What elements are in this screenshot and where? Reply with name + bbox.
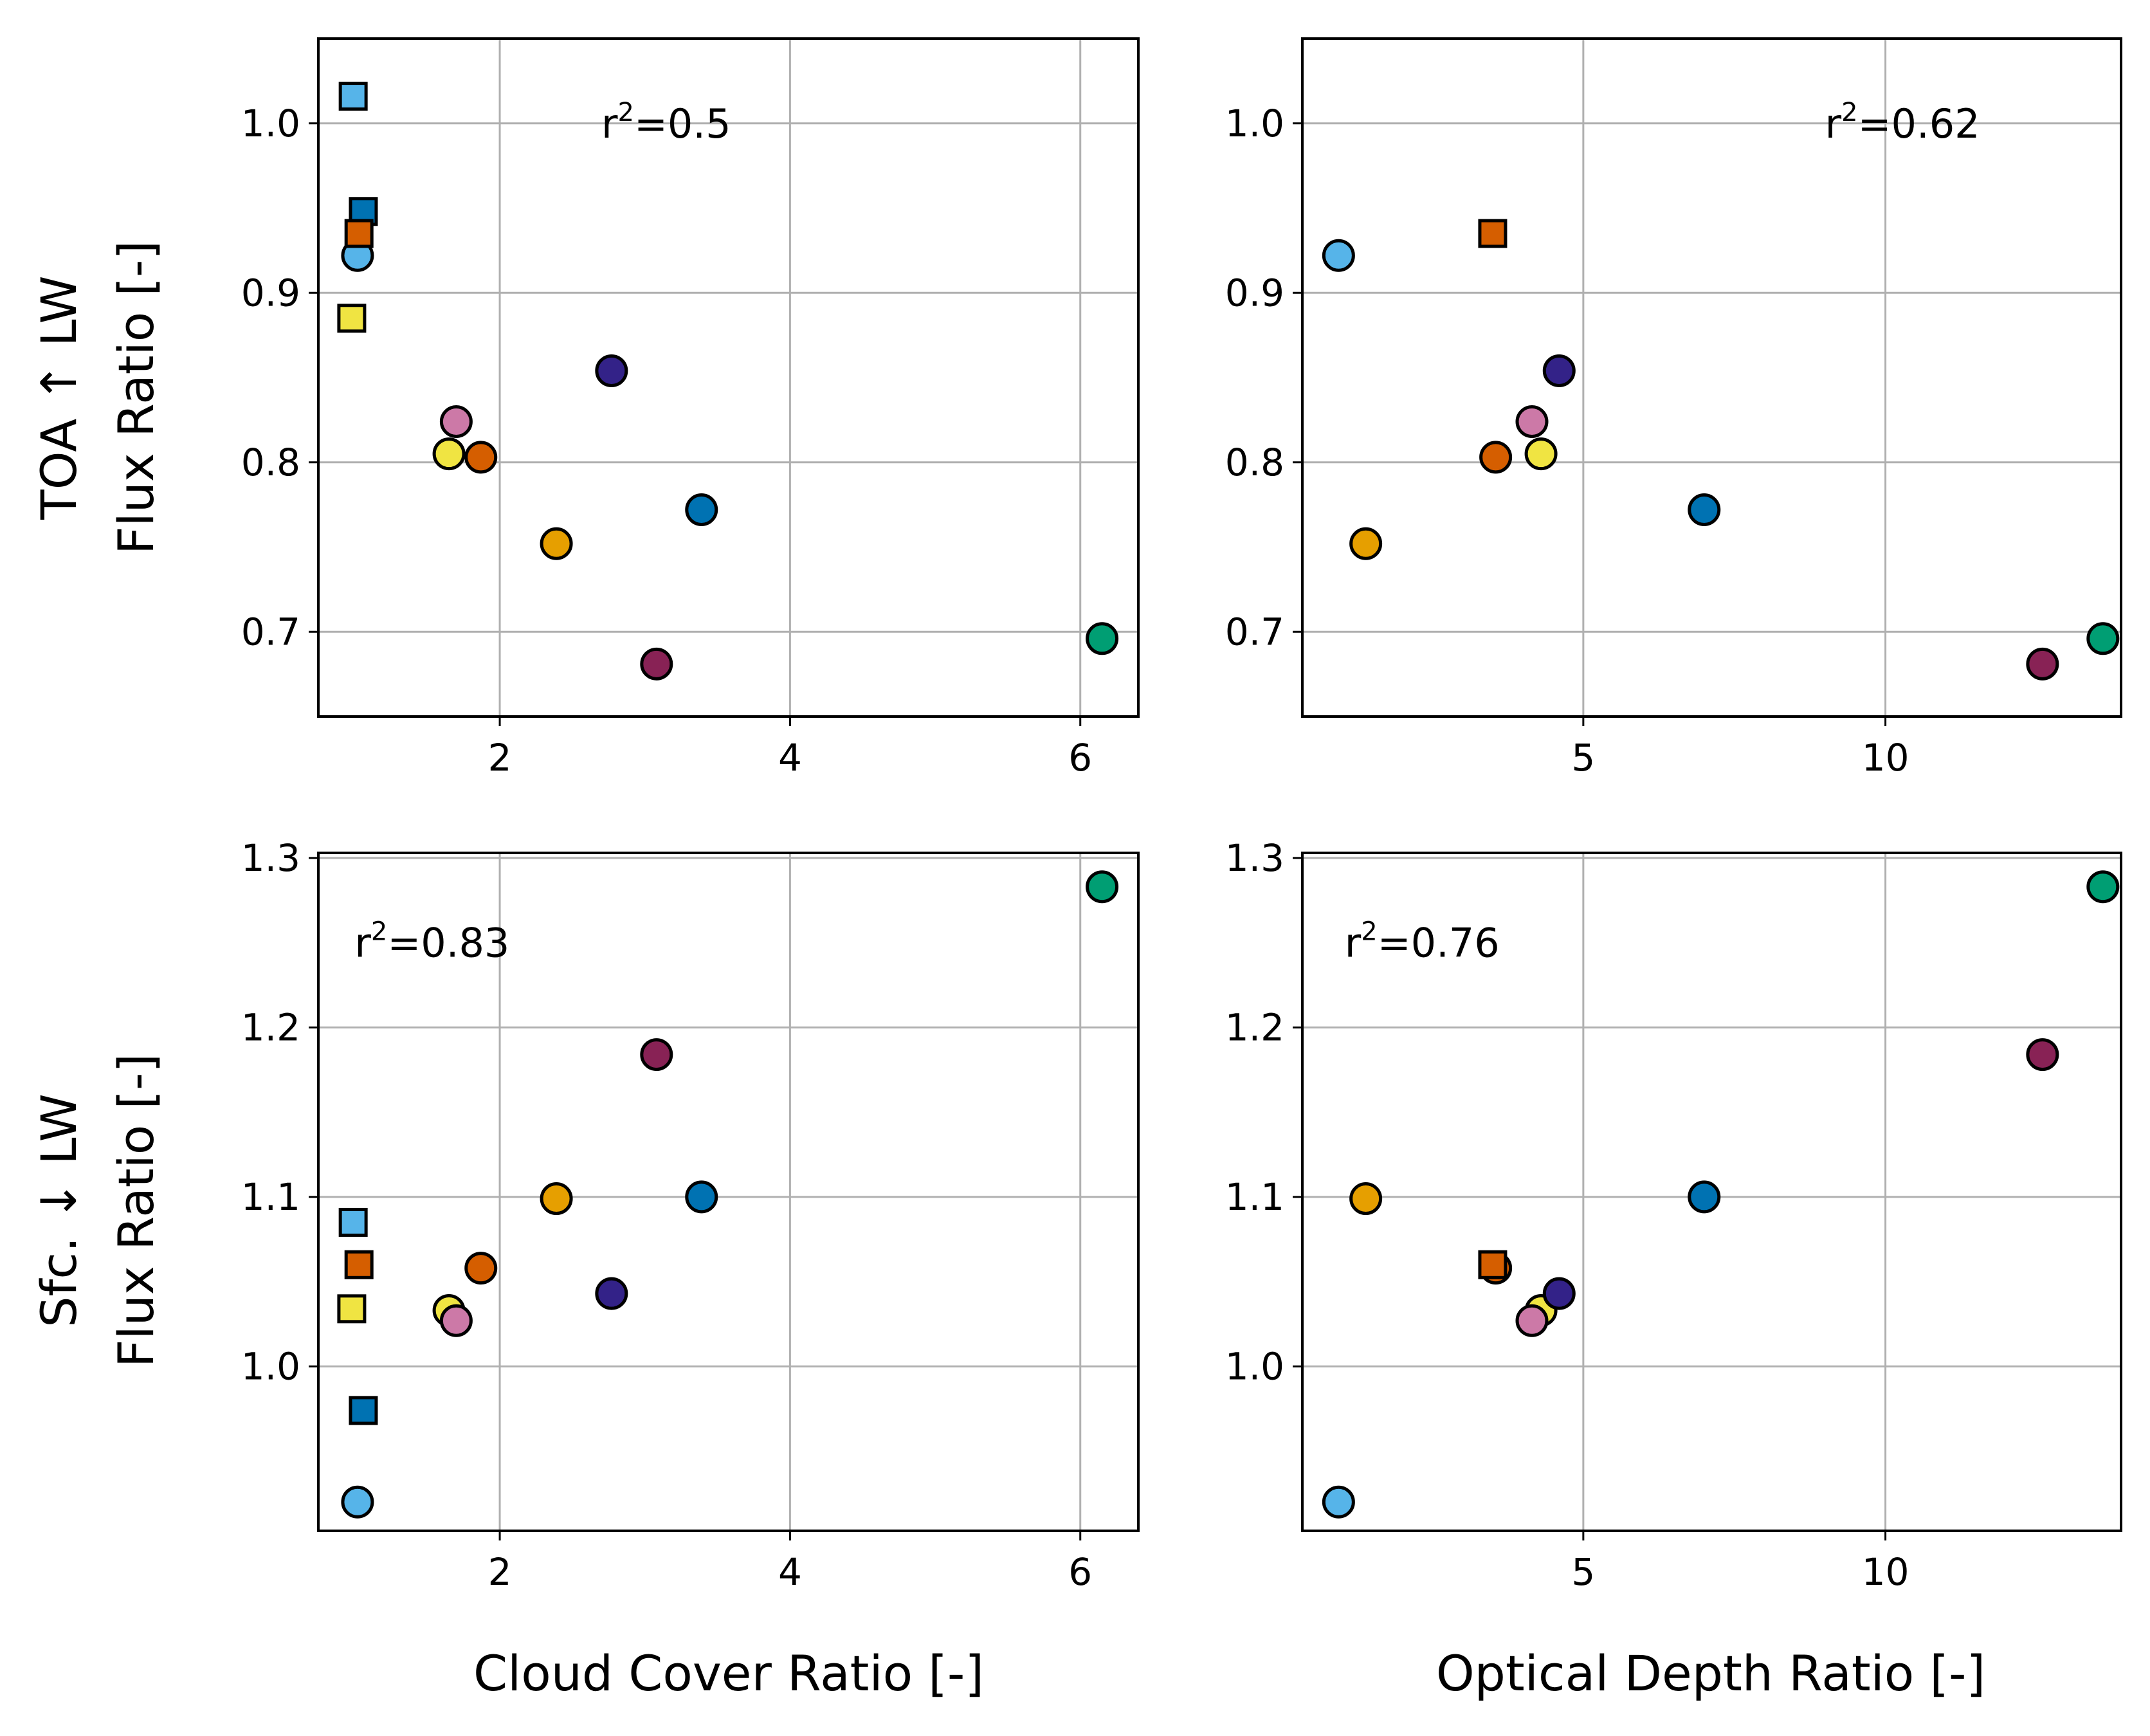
toa-cloud-cover-ytick-label-3: 1.0 bbox=[241, 102, 300, 145]
toa-cloud-cover-point-circle-5 bbox=[595, 354, 628, 387]
sfc-cloud-cover-point-square-11 bbox=[349, 1396, 378, 1425]
sfc-cloud-cover-point-square-5 bbox=[344, 1250, 374, 1279]
sfc-optical-depth-point-circle-1 bbox=[2026, 1038, 2059, 1072]
toa-optical-depth-point-circle-2 bbox=[1542, 354, 1576, 387]
toa-cloud-cover-point-circle-9 bbox=[685, 493, 718, 527]
sfc-cloud-cover-ytick-label-0: 1.0 bbox=[241, 1344, 300, 1388]
panel-toa-optical-depth: 5 10 0.7 0.8 0.9 1.0 r2=0.62 bbox=[1225, 37, 2122, 780]
sfc-cloud-cover-point-circle-10 bbox=[439, 1304, 473, 1337]
toa-cloud-cover-point-square-4 bbox=[337, 304, 367, 333]
sfc-optical-depth-ytick-label-3: 1.3 bbox=[1225, 836, 1284, 880]
toa-cloud-cover-ytick-label-0: 0.7 bbox=[241, 610, 300, 653]
toa-optical-depth-ytick-label-1: 0.8 bbox=[1225, 441, 1284, 484]
sfc-cloud-cover-ytick-label-3: 1.3 bbox=[241, 836, 300, 880]
sfc-optical-depth-point-circle-7 bbox=[1542, 1277, 1576, 1310]
toa-cloud-cover-point-circle-12 bbox=[1086, 622, 1119, 655]
toa-optical-depth-r2-annotation: r2=0.62 bbox=[1825, 98, 1980, 147]
panel-sfc-optical-depth: 5 10 1.0 1.1 1.2 1.3 r2=0.76 bbox=[1225, 836, 2122, 1594]
sfc-optical-depth-point-square-5 bbox=[1478, 1250, 1508, 1279]
sfc-cloud-cover-ytick-label-1: 1.1 bbox=[241, 1175, 300, 1219]
sfc-optical-depth-frame bbox=[1301, 852, 2122, 1532]
sfc-cloud-cover-xtick-label-1: 4 bbox=[778, 1550, 802, 1594]
sfc-cloud-cover-point-square-4 bbox=[338, 1207, 368, 1237]
toa-cloud-cover-ytick-label-1: 0.8 bbox=[241, 441, 300, 484]
row-1-ylabel-line2: Flux Ratio [-] bbox=[107, 241, 165, 554]
sfc-optical-depth-ytick-label-2: 1.2 bbox=[1225, 1005, 1284, 1049]
toa-optical-depth-ytick-label-2: 0.9 bbox=[1225, 271, 1284, 315]
sfc-cloud-cover-point-circle-6 bbox=[464, 1252, 498, 1285]
toa-optical-depth-frame bbox=[1301, 37, 2122, 718]
row-2-ylabel-line1: Sfc. ↓ LW bbox=[30, 1093, 87, 1327]
toa-optical-depth-point-circle-7 bbox=[1349, 527, 1383, 560]
toa-cloud-cover-point-square-0 bbox=[338, 82, 368, 111]
toa-optical-depth-point-circle-9 bbox=[2086, 622, 2120, 655]
toa-optical-depth-points bbox=[1322, 219, 2120, 681]
sfc-cloud-cover-point-circle-7 bbox=[595, 1277, 628, 1310]
toa-cloud-cover-point-circle-10 bbox=[540, 527, 573, 560]
sfc-cloud-cover-point-circle-12 bbox=[341, 1485, 374, 1519]
sfc-cloud-cover-point-square-9 bbox=[337, 1294, 367, 1324]
toa-optical-depth-point-circle-4 bbox=[1479, 441, 1513, 474]
sfc-optical-depth-points bbox=[1322, 870, 2120, 1519]
toa-cloud-cover-xtick-label-1: 4 bbox=[778, 736, 802, 780]
sfc-cloud-cover-point-circle-0 bbox=[1086, 870, 1119, 904]
sfc-optical-depth-xtick-label-0: 5 bbox=[1571, 1550, 1595, 1594]
toa-optical-depth-xtick-label-0: 5 bbox=[1571, 736, 1595, 780]
toa-optical-depth-point-circle-8 bbox=[2026, 647, 2059, 681]
sfc-optical-depth-point-circle-0 bbox=[2086, 870, 2120, 904]
row-2-ylabel-line2: Flux Ratio [-] bbox=[107, 1054, 165, 1367]
toa-optical-depth-point-circle-0 bbox=[1322, 239, 1355, 272]
toa-cloud-cover-ytick-label-2: 0.9 bbox=[241, 271, 300, 315]
toa-cloud-cover-point-circle-11 bbox=[640, 647, 673, 681]
sfc-cloud-cover-r2-annotation: r2=0.83 bbox=[354, 917, 509, 967]
toa-cloud-cover-points bbox=[337, 82, 1119, 681]
toa-optical-depth-point-circle-5 bbox=[1524, 437, 1558, 471]
toa-cloud-cover-point-square-3 bbox=[344, 219, 374, 248]
toa-cloud-cover-frame bbox=[317, 37, 1140, 718]
sfc-optical-depth-point-circle-3 bbox=[1688, 1180, 1721, 1214]
panel-toa-cloud-cover: 2 4 6 0.7 0.8 0.9 1.0 r2=0.5 bbox=[241, 37, 1140, 780]
toa-cloud-cover-point-circle-6 bbox=[439, 405, 473, 439]
sfc-cloud-cover-point-circle-3 bbox=[685, 1180, 718, 1214]
toa-optical-depth-ytick-label-0: 0.7 bbox=[1225, 610, 1284, 653]
sfc-cloud-cover-points bbox=[337, 870, 1119, 1519]
toa-cloud-cover-point-circle-8 bbox=[464, 441, 498, 474]
toa-cloud-cover-r2-annotation: r2=0.5 bbox=[601, 98, 731, 147]
row-1-ylabel-line1: TOA ↑ LW bbox=[30, 275, 87, 520]
sfc-cloud-cover-xtick-label-0: 2 bbox=[488, 1550, 512, 1594]
sfc-cloud-cover-point-circle-2 bbox=[540, 1182, 573, 1216]
sfc-optical-depth-ytick-label-0: 1.0 bbox=[1225, 1344, 1284, 1388]
sfc-cloud-cover-point-circle-1 bbox=[640, 1038, 673, 1072]
toa-cloud-cover-point-circle-7 bbox=[432, 437, 466, 471]
toa-cloud-cover-xtick-label-2: 6 bbox=[1068, 736, 1092, 780]
panel-sfc-cloud-cover: 2 4 6 1.0 1.1 1.2 1.3 r2=0.83 bbox=[241, 836, 1140, 1594]
sfc-optical-depth-point-circle-9 bbox=[1322, 1485, 1355, 1519]
sfc-cloud-cover-ytick-label-2: 1.2 bbox=[241, 1005, 300, 1049]
toa-cloud-cover-xtick-label-0: 2 bbox=[488, 736, 512, 780]
col-2-xlabel: Optical Depth Ratio [-] bbox=[1436, 1645, 1985, 1702]
sfc-cloud-cover-frame bbox=[317, 852, 1140, 1532]
col-1-xlabel: Cloud Cover Ratio [-] bbox=[473, 1645, 984, 1702]
toa-optical-depth-point-square-1 bbox=[1478, 219, 1508, 248]
sfc-cloud-cover-xtick-label-2: 6 bbox=[1068, 1550, 1092, 1594]
sfc-optical-depth-xtick-label-1: 10 bbox=[1862, 1550, 1909, 1594]
toa-optical-depth-ytick-label-3: 1.0 bbox=[1225, 102, 1284, 145]
sfc-optical-depth-point-circle-8 bbox=[1515, 1304, 1549, 1337]
sfc-optical-depth-ytick-label-1: 1.1 bbox=[1225, 1175, 1284, 1219]
toa-optical-depth-xtick-label-1: 10 bbox=[1862, 736, 1909, 780]
sfc-optical-depth-r2-annotation: r2=0.76 bbox=[1345, 917, 1500, 967]
sfc-optical-depth-point-circle-2 bbox=[1349, 1182, 1383, 1216]
toa-optical-depth-point-circle-6 bbox=[1688, 493, 1721, 527]
toa-optical-depth-point-circle-3 bbox=[1515, 405, 1549, 439]
